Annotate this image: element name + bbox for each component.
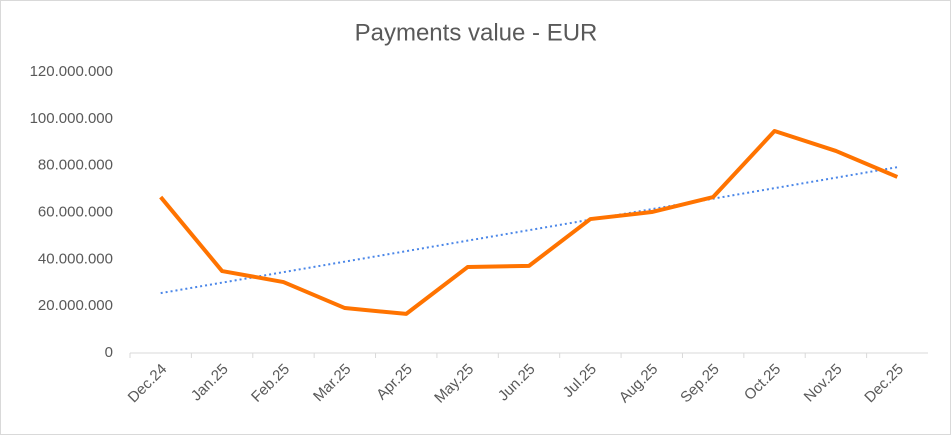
data-line — [159, 129, 899, 316]
y-tick-label: 80.000.000 — [38, 157, 113, 174]
y-tick-label: 120.000.000 — [30, 63, 113, 80]
y-tick-label: 40.000.000 — [38, 250, 113, 267]
chart-title: Payments value - EUR — [355, 19, 598, 46]
y-tick-label: 60.000.000 — [38, 203, 113, 220]
y-tick-label: 20.000.000 — [38, 297, 113, 314]
y-tick-label: 100.000.000 — [30, 110, 113, 127]
y-tick-label: 0 — [105, 344, 113, 361]
